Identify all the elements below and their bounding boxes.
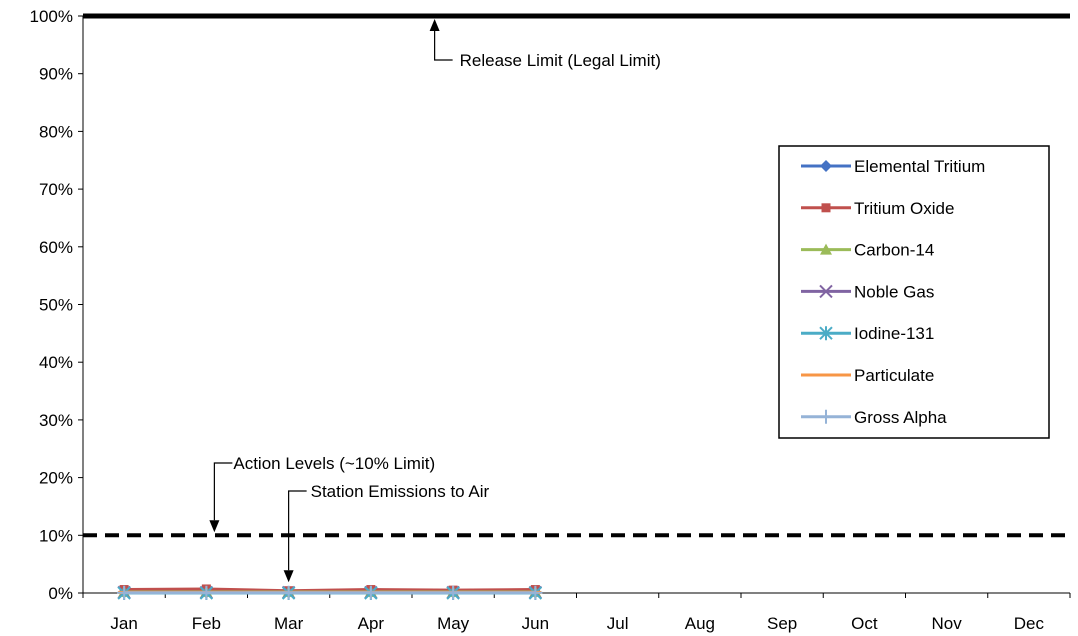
legend-label: Tritium Oxide [854, 199, 954, 218]
x-tick-label: Oct [851, 614, 878, 633]
y-tick-label: 100% [30, 7, 73, 26]
legend-marker [819, 326, 833, 341]
annotations: Release Limit (Legal Limit) Action Levels… [209, 19, 661, 583]
legend-item: Noble Gas [801, 282, 934, 301]
arrow-head [283, 570, 294, 583]
y-tick-label: 60% [39, 238, 73, 257]
station-emissions-annotation: Station Emissions to Air [283, 482, 490, 583]
y-tick-label: 50% [39, 296, 73, 315]
legend-label: Iodine-131 [854, 324, 934, 343]
x-tick-label: Mar [274, 614, 304, 633]
legend-item: Elemental Tritium [801, 157, 985, 176]
legend-marker [820, 160, 832, 172]
y-tick-label: 70% [39, 180, 73, 199]
legend-item: Gross Alpha [801, 408, 947, 427]
y-tick-label: 40% [39, 353, 73, 372]
legend-item: Particulate [801, 366, 934, 385]
legend-item: Iodine-131 [801, 324, 934, 343]
legend-marker [821, 203, 831, 213]
x-tick-label: Nov [932, 614, 963, 633]
data-point [281, 585, 296, 600]
action-levels-annotation: Action Levels (~10% Limit) [209, 454, 435, 533]
y-tick-label: 90% [39, 65, 73, 84]
x-tick-label: Dec [1014, 614, 1045, 633]
legend-label: Particulate [854, 366, 934, 385]
series-line [124, 587, 536, 593]
legend-label: Carbon-14 [854, 241, 934, 260]
data-point [199, 585, 214, 600]
x-tick-label: May [437, 614, 470, 633]
y-tick-label: 10% [39, 526, 73, 545]
release-limit-label: Release Limit (Legal Limit) [460, 51, 661, 70]
y-tick-label: 80% [39, 122, 73, 141]
legend-marker [820, 243, 832, 255]
x-tick-label: Jul [607, 614, 629, 633]
legend-label: Elemental Tritium [854, 157, 985, 176]
data-point [446, 585, 461, 600]
x-tick-label: Sep [767, 614, 797, 633]
x-tick-label: Apr [358, 614, 385, 633]
station-emissions-label: Station Emissions to Air [311, 482, 490, 501]
leader-line [434, 31, 453, 61]
release-limit-annotation: Release Limit (Legal Limit) [429, 19, 661, 70]
arrow-head [209, 520, 220, 533]
series-gross-alpha [117, 585, 543, 600]
x-tick-label: Jun [522, 614, 549, 633]
y-tick-label: 30% [39, 411, 73, 430]
leader-line [213, 462, 233, 521]
legend-label: Gross Alpha [854, 408, 947, 427]
legend-label: Noble Gas [854, 282, 934, 301]
x-tick-label: Aug [685, 614, 715, 633]
action-levels-label: Action Levels (~10% Limit) [233, 454, 435, 473]
data-point [528, 585, 543, 600]
x-tick-label: Jan [110, 614, 137, 633]
legend-item: Tritium Oxide [801, 199, 954, 218]
legend-marker [819, 409, 833, 424]
arrow-head [429, 19, 440, 31]
leader-line [288, 490, 307, 571]
legend-marker [820, 373, 832, 377]
legend-item: Carbon-14 [801, 241, 934, 260]
axes: 0% 10% 20% 30% 40% 50% 60% 70% 80% 90% 100% Jan Feb M… [30, 7, 1071, 633]
data-point [363, 585, 378, 600]
legend: Elemental Tritium Tritium Oxide Carbon-14 N… [778, 145, 1050, 439]
y-tick-label: 0% [48, 584, 73, 603]
data-point [117, 585, 132, 600]
x-tick-label: Feb [192, 614, 221, 633]
y-tick-label: 20% [39, 469, 73, 488]
legend-marker [819, 284, 833, 299]
